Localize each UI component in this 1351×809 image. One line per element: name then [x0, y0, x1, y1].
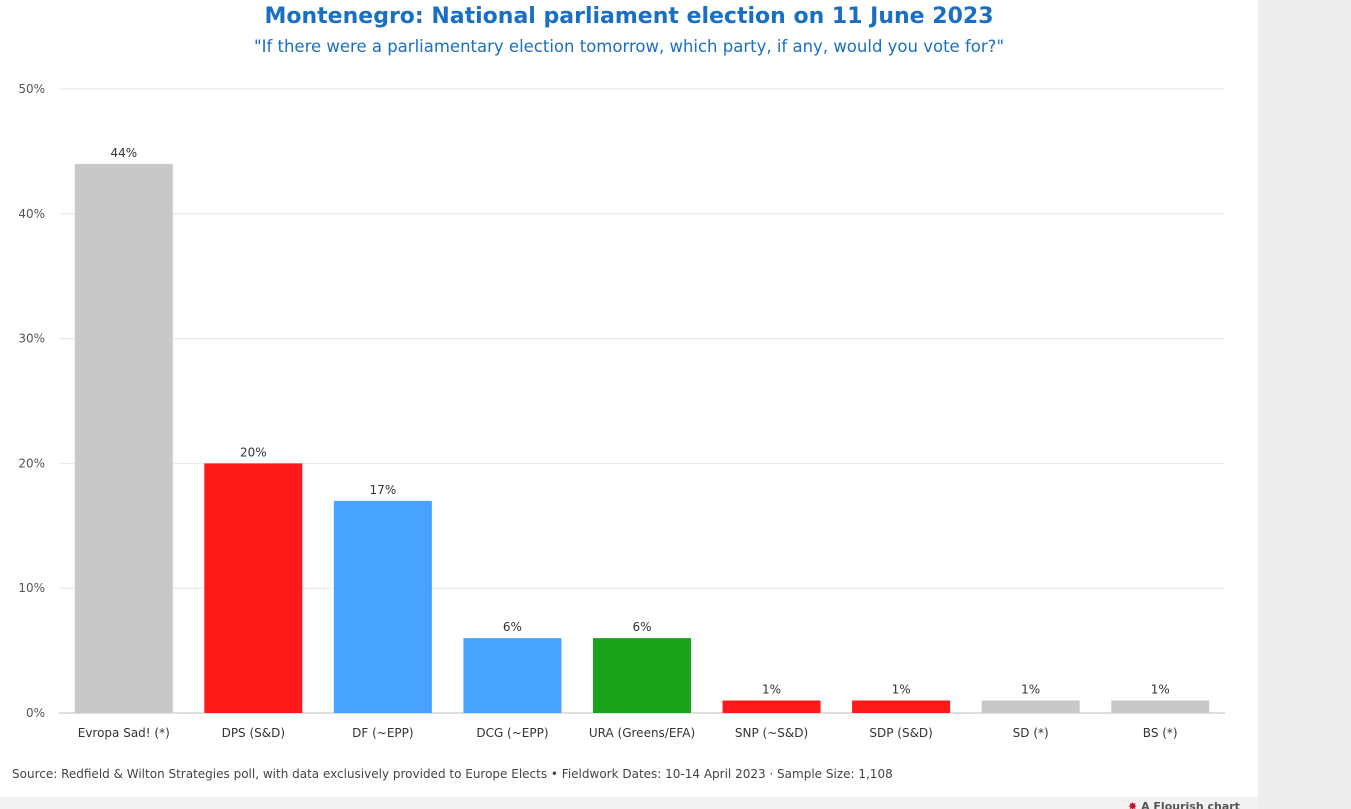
data-label: 44%: [110, 146, 137, 160]
side-panel: [1258, 0, 1351, 809]
bar: [74, 163, 173, 713]
data-label: 1%: [762, 683, 781, 697]
y-tick-label: 50%: [18, 82, 45, 96]
data-label: 1%: [1151, 683, 1170, 697]
bars: [74, 163, 1210, 713]
chart-subtitle: "If there were a parliamentary election …: [253, 37, 1004, 56]
bar-chart: 0%10%20%30%40%50% 44%20%17%6% 6%1% 1% 1% 1% …: [18, 82, 1225, 740]
data-label: 17%: [370, 483, 397, 497]
bar: [333, 500, 432, 713]
data-label: 1%: [1021, 683, 1040, 697]
bar: [1111, 700, 1210, 713]
x-tick-label: DCG (~EPP): [476, 726, 548, 740]
y-axis-ticks: 0% 10% 20% 30% 40% 50%: [18, 82, 45, 720]
footer-strip: [0, 797, 1258, 809]
flourish-star-icon: ✸: [1128, 800, 1138, 809]
x-tick-label: URA (Greens/EFA): [589, 726, 695, 740]
flourish-credit-link[interactable]: ✸ A Flourish chart: [1128, 797, 1258, 809]
y-tick-label: 40%: [18, 207, 45, 221]
y-tick-label: 10%: [18, 581, 45, 595]
y-tick-label: 30%: [18, 332, 45, 346]
data-label: 6%: [632, 620, 651, 634]
x-tick-label: DF (~EPP): [352, 726, 413, 740]
bar: [204, 463, 303, 713]
x-tick-label: SNP (~S&D): [735, 726, 808, 740]
y-tick-label: 20%: [18, 456, 45, 470]
x-tick-label: SD (*): [1013, 726, 1049, 740]
x-tick-label: Evropa Sad! (*): [78, 726, 170, 740]
x-tick-label: BS (*): [1143, 726, 1178, 740]
bar: [593, 638, 691, 713]
bar: [981, 700, 1080, 713]
data-label: 1%: [892, 683, 911, 697]
x-axis-labels: Evropa Sad! (*) DPS (S&D) DF (~EPP) DCG (~E…: [78, 726, 1178, 740]
bar: [852, 700, 951, 713]
data-label: 6%: [503, 620, 522, 634]
data-label: 20%: [240, 445, 267, 459]
value-labels: 44% 20% 17% 6% 6% 1% 1% 1% 1%: [110, 146, 1169, 697]
bar: [722, 700, 821, 713]
bar: [463, 638, 562, 713]
flourish-credit-text: A Flourish chart: [1141, 800, 1240, 809]
y-tick-label: 0%: [26, 706, 45, 720]
source-note: Source: Redfield & Wilton Strategies pol…: [12, 767, 893, 781]
x-tick-label: SDP (S&D): [869, 726, 933, 740]
x-tick-label: DPS (S&D): [222, 726, 286, 740]
chart-title: Montenegro: National parliament election…: [264, 4, 994, 29]
